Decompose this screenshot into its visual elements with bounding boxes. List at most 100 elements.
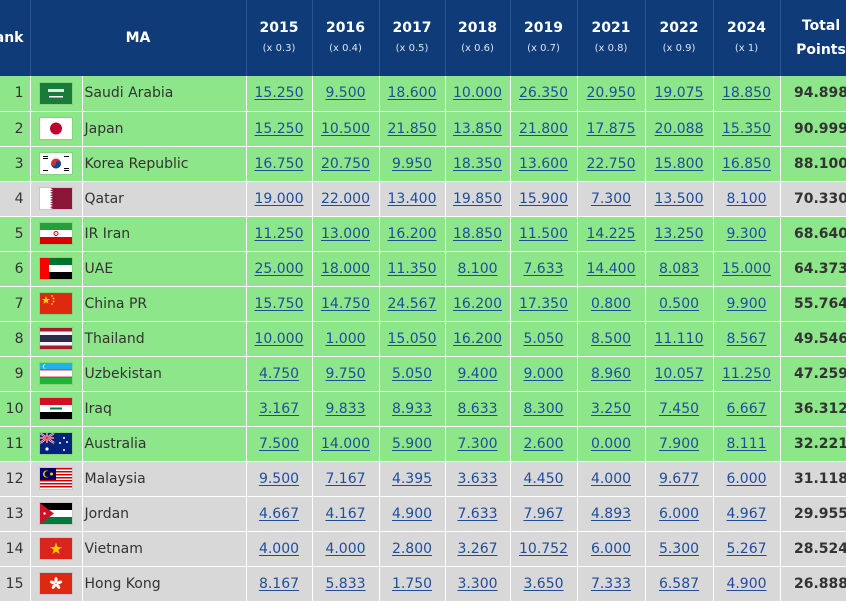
year-points-link[interactable]: 9.300 (726, 225, 767, 242)
year-points-link[interactable]: 3.267 (457, 540, 498, 557)
year-points-link[interactable]: 19.075 (654, 85, 704, 102)
year-points-link[interactable]: 5.900 (391, 435, 433, 452)
year-points-link[interactable]: 17.350 (519, 295, 568, 312)
year-points-link[interactable]: 4.000 (258, 540, 300, 557)
year-points-link[interactable]: 14.750 (321, 295, 370, 312)
year-points-link[interactable]: 13.400 (387, 190, 437, 207)
year-points-link[interactable]: 20.088 (654, 120, 704, 137)
year-points-link[interactable]: 13.600 (519, 155, 568, 172)
year-points-link[interactable]: 16.200 (387, 225, 437, 242)
year-points-link[interactable]: 5.300 (658, 540, 700, 557)
year-points-link[interactable]: 3.633 (457, 470, 498, 487)
year-points-link[interactable]: 7.900 (658, 435, 700, 452)
year-points-link[interactable]: 6.000 (658, 505, 700, 522)
year-points-link[interactable]: 16.200 (453, 295, 502, 312)
year-points-link[interactable]: 6.667 (726, 400, 767, 417)
year-points-link[interactable]: 3.250 (590, 400, 632, 417)
year-points-link[interactable]: 16.850 (722, 155, 771, 172)
year-points-link[interactable]: 14.225 (586, 225, 636, 242)
year-points-link[interactable]: 11.110 (654, 330, 704, 347)
year-points-link[interactable]: 7.300 (457, 435, 498, 452)
year-points-link[interactable]: 18.000 (321, 260, 370, 277)
year-points-link[interactable]: 20.750 (321, 155, 370, 172)
year-points-link[interactable]: 9.900 (726, 295, 767, 312)
year-points-link[interactable]: 15.050 (387, 330, 437, 347)
year-points-link[interactable]: 0.800 (590, 295, 632, 312)
year-points-link[interactable]: 8.633 (457, 400, 498, 417)
year-points-link[interactable]: 0.500 (658, 295, 700, 312)
year-points-link[interactable]: 7.450 (658, 400, 700, 417)
year-points-link[interactable]: 18.850 (453, 225, 502, 242)
year-points-link[interactable]: 8.960 (590, 365, 632, 382)
year-points-link[interactable]: 13.250 (654, 225, 704, 242)
year-points-link[interactable]: 8.500 (590, 330, 632, 347)
year-points-link[interactable]: 15.250 (254, 85, 304, 102)
year-points-link[interactable]: 16.200 (453, 330, 502, 347)
year-points-link[interactable]: 22.000 (321, 190, 370, 207)
year-points-link[interactable]: 2.600 (523, 435, 564, 452)
year-points-link[interactable]: 8.083 (658, 260, 700, 277)
year-points-link[interactable]: 4.395 (391, 470, 433, 487)
year-points-link[interactable]: 22.750 (586, 155, 636, 172)
year-points-link[interactable]: 7.633 (523, 260, 564, 277)
year-points-link[interactable]: 7.967 (523, 505, 564, 522)
year-points-link[interactable]: 3.167 (258, 400, 300, 417)
year-points-link[interactable]: 4.967 (726, 505, 767, 522)
year-points-link[interactable]: 8.167 (258, 575, 300, 592)
year-points-link[interactable]: 8.100 (457, 260, 498, 277)
year-points-link[interactable]: 19.000 (254, 190, 304, 207)
year-points-link[interactable]: 10.057 (654, 365, 704, 382)
year-points-link[interactable]: 10.752 (519, 540, 568, 557)
year-points-link[interactable]: 4.000 (590, 470, 632, 487)
year-points-link[interactable]: 14.000 (321, 435, 370, 452)
year-points-link[interactable]: 5.267 (726, 540, 767, 557)
year-points-link[interactable]: 5.050 (523, 330, 564, 347)
year-points-link[interactable]: 8.300 (523, 400, 564, 417)
year-points-link[interactable]: 10.000 (254, 330, 304, 347)
year-points-link[interactable]: 4.900 (391, 505, 433, 522)
year-points-link[interactable]: 13.500 (654, 190, 704, 207)
year-points-link[interactable]: 3.650 (523, 575, 564, 592)
year-points-link[interactable]: 4.893 (590, 505, 632, 522)
year-points-link[interactable]: 8.933 (391, 400, 433, 417)
year-points-link[interactable]: 1.000 (325, 330, 366, 347)
year-points-link[interactable]: 8.111 (726, 435, 767, 452)
year-points-link[interactable]: 4.900 (726, 575, 767, 592)
year-points-link[interactable]: 11.350 (387, 260, 437, 277)
year-points-link[interactable]: 6.000 (726, 470, 767, 487)
year-points-link[interactable]: 15.900 (519, 190, 568, 207)
year-points-link[interactable]: 7.333 (590, 575, 632, 592)
year-points-link[interactable]: 14.400 (586, 260, 636, 277)
year-points-link[interactable]: 15.750 (254, 295, 304, 312)
year-points-link[interactable]: 9.000 (523, 365, 564, 382)
year-points-link[interactable]: 26.350 (519, 85, 568, 102)
year-points-link[interactable]: 16.750 (254, 155, 304, 172)
year-points-link[interactable]: 7.300 (590, 190, 632, 207)
year-points-link[interactable]: 7.633 (457, 505, 498, 522)
year-points-link[interactable]: 6.587 (658, 575, 700, 592)
year-points-link[interactable]: 9.833 (325, 400, 366, 417)
year-points-link[interactable]: 21.850 (387, 120, 437, 137)
year-points-link[interactable]: 18.350 (453, 155, 502, 172)
year-points-link[interactable]: 10.000 (453, 85, 502, 102)
year-points-link[interactable]: 10.500 (321, 120, 370, 137)
year-points-link[interactable]: 2.800 (391, 540, 433, 557)
year-points-link[interactable]: 19.850 (453, 190, 502, 207)
year-points-link[interactable]: 21.800 (519, 120, 568, 137)
year-points-link[interactable]: 11.500 (519, 225, 568, 242)
year-points-link[interactable]: 15.800 (654, 155, 704, 172)
year-points-link[interactable]: 13.000 (321, 225, 370, 242)
year-points-link[interactable]: 4.167 (325, 505, 366, 522)
year-points-link[interactable]: 15.000 (722, 260, 771, 277)
year-points-link[interactable]: 15.350 (722, 120, 771, 137)
year-points-link[interactable]: 9.500 (325, 85, 366, 102)
year-points-link[interactable]: 8.100 (726, 190, 767, 207)
year-points-link[interactable]: 9.500 (258, 470, 300, 487)
year-points-link[interactable]: 18.600 (387, 85, 437, 102)
year-points-link[interactable]: 9.400 (457, 365, 498, 382)
year-points-link[interactable]: 7.167 (325, 470, 366, 487)
year-points-link[interactable]: 13.850 (453, 120, 502, 137)
year-points-link[interactable]: 4.667 (258, 505, 300, 522)
year-points-link[interactable]: 4.450 (523, 470, 564, 487)
year-points-link[interactable]: 17.875 (586, 120, 636, 137)
